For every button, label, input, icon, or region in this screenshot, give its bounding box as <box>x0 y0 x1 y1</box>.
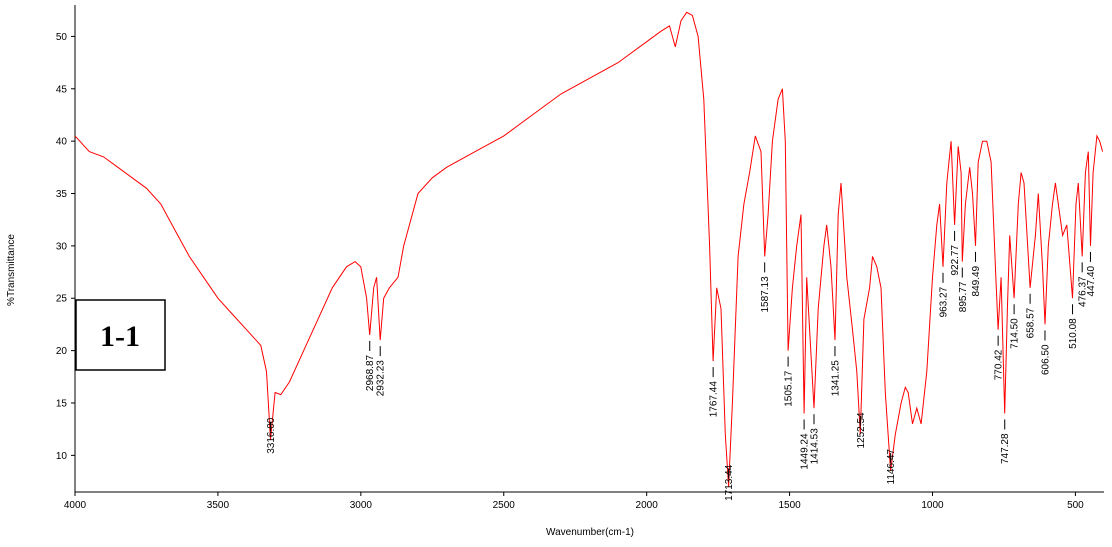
badge-box <box>75 299 166 371</box>
peak-label: 1713.44 <box>724 464 735 501</box>
y-tick-label: 30 <box>56 241 68 252</box>
peak-label: 476.37 <box>1078 276 1089 307</box>
x-tick-label: 2000 <box>636 500 659 511</box>
peak-label: 895.77 <box>958 281 969 312</box>
x-tick-label: 3500 <box>207 500 230 511</box>
x-tick-label: 500 <box>1067 500 1084 511</box>
x-axis-label: Wavenumber(cm-1) <box>546 527 634 538</box>
peak-label: 1341.25 <box>830 360 841 397</box>
peak-label: 510.08 <box>1068 318 1079 349</box>
peak-label: 714.50 <box>1010 318 1021 349</box>
peak-label: 1252.54 <box>856 412 867 449</box>
peak-label: 747.28 <box>1000 433 1011 464</box>
peak-label: 1449.24 <box>800 433 811 470</box>
peak-label: 2968.87 <box>365 354 376 391</box>
y-tick-label: 40 <box>56 137 68 148</box>
peak-label: 658.57 <box>1026 307 1037 338</box>
x-tick-label: 2500 <box>493 500 516 511</box>
peak-label: 770.42 <box>994 349 1005 380</box>
y-tick-label: 45 <box>56 84 68 95</box>
peak-label: 1767.44 <box>709 381 720 418</box>
peak-label: 1505.17 <box>784 370 795 407</box>
y-tick-label: 50 <box>56 32 68 43</box>
peak-label: 447.40 <box>1086 265 1097 296</box>
y-tick-label: 35 <box>56 189 68 200</box>
badge: 1-1 <box>100 320 140 353</box>
peak-label: 849.49 <box>971 265 982 296</box>
peak-label: 3316.00 <box>266 417 277 454</box>
peak-label: 2932.23 <box>376 360 387 397</box>
peak-label: 963.27 <box>938 286 949 317</box>
peak-label: 1587.13 <box>760 276 771 313</box>
peak-label: 922.77 <box>950 245 961 276</box>
peak-label: 1146.47 <box>886 449 897 485</box>
y-tick-label: 25 <box>56 294 68 305</box>
peak-label: 606.50 <box>1040 344 1051 375</box>
x-tick-label: 3000 <box>350 500 373 511</box>
y-axis-label: %Transmittance <box>6 234 17 306</box>
x-tick-label: 1000 <box>921 500 944 511</box>
y-tick-label: 20 <box>56 346 68 357</box>
y-tick-label: 15 <box>56 398 68 409</box>
peak-label: 1414.53 <box>810 428 821 465</box>
y-tick-label: 10 <box>56 451 68 462</box>
x-tick-label: 4000 <box>64 500 87 511</box>
spectrum-line <box>74 11 1104 487</box>
x-tick-label: 1500 <box>778 500 801 511</box>
